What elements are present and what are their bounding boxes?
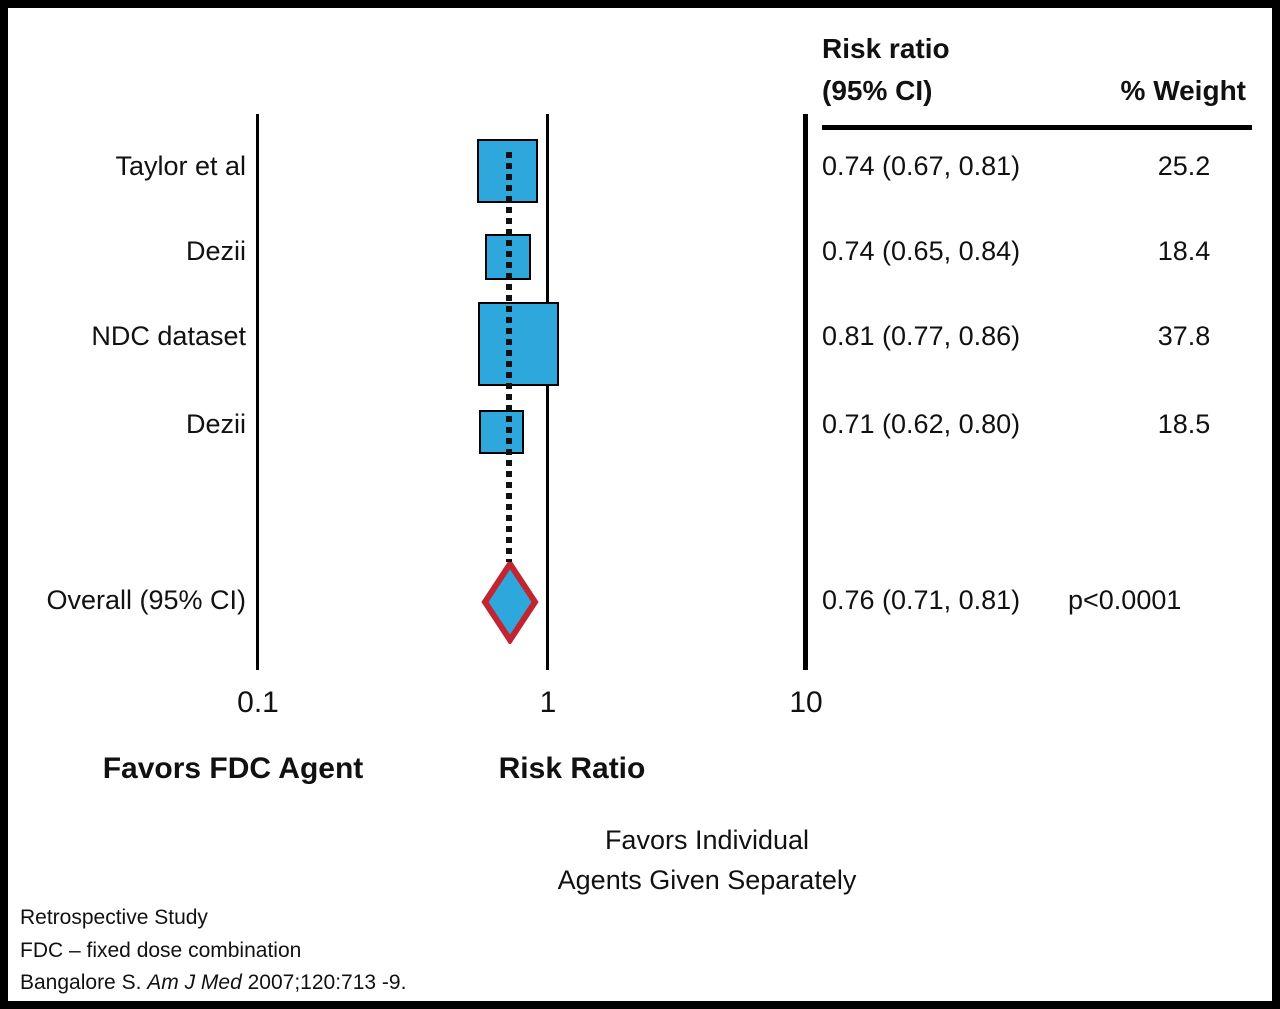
weight-value: 18.5 bbox=[1157, 409, 1211, 439]
weight-value: 18.4 bbox=[1157, 236, 1211, 266]
footnote-study-type: Retrospective Study bbox=[20, 906, 208, 929]
axis-line-0.1 bbox=[256, 114, 259, 670]
footnote-citation: Bangalore S. Am J Med 2007;120:713 -9. bbox=[20, 971, 407, 994]
estimate-box-dezii-2 bbox=[479, 410, 524, 454]
study-label: Dezii bbox=[185, 236, 246, 266]
axis-line-1 bbox=[546, 114, 549, 670]
overall-label: Overall (95% CI) bbox=[46, 585, 246, 615]
favors-right-line1: Favors Individual bbox=[604, 825, 810, 855]
weight-value: 25.2 bbox=[1157, 151, 1211, 181]
study-label: Dezii bbox=[185, 409, 246, 439]
x-tick-0.1: 0.1 bbox=[237, 686, 279, 719]
estimate-box-ndc bbox=[478, 302, 559, 386]
overall-p-value: p<0.0001 bbox=[1068, 585, 1182, 615]
favors-left-caption: Favors FDC Agent bbox=[102, 752, 364, 785]
x-axis-title: Risk Ratio bbox=[498, 752, 646, 785]
footnote-abbreviation: FDC – fixed dose combination bbox=[20, 938, 302, 962]
column-header-risk-ratio: Risk ratio (95% CI) bbox=[822, 33, 950, 106]
overall-ci-value: 0.76 (0.71, 0.81) bbox=[822, 585, 1021, 615]
favors-right-line2: Agents Given Separately bbox=[557, 865, 857, 895]
ci-value: 0.74 (0.65, 0.84) bbox=[822, 236, 1021, 266]
study-label: Taylor et al bbox=[115, 151, 246, 181]
header-rule bbox=[822, 125, 1252, 130]
x-tick-1: 1 bbox=[539, 686, 557, 719]
favors-right-caption: Favors Individual Agents Given Separatel… bbox=[507, 820, 907, 900]
citation-journal: Am J Med bbox=[147, 971, 242, 994]
overall-estimate-dotted-line bbox=[506, 152, 512, 562]
ci-value: 0.74 (0.67, 0.81) bbox=[822, 151, 1021, 181]
overall-diamond bbox=[481, 560, 539, 644]
column-header-weight: % Weight bbox=[1120, 75, 1246, 106]
ci-value: 0.71 (0.62, 0.80) bbox=[822, 409, 1021, 439]
weight-value: 37.8 bbox=[1157, 321, 1211, 351]
ci-value: 0.81 (0.77, 0.86) bbox=[822, 321, 1021, 351]
study-label: NDC dataset bbox=[91, 321, 246, 351]
axis-line-10 bbox=[803, 114, 808, 670]
x-tick-10: 10 bbox=[789, 686, 823, 719]
footnotes: Retrospective Study FDC – fixed dose com… bbox=[20, 902, 406, 1000]
